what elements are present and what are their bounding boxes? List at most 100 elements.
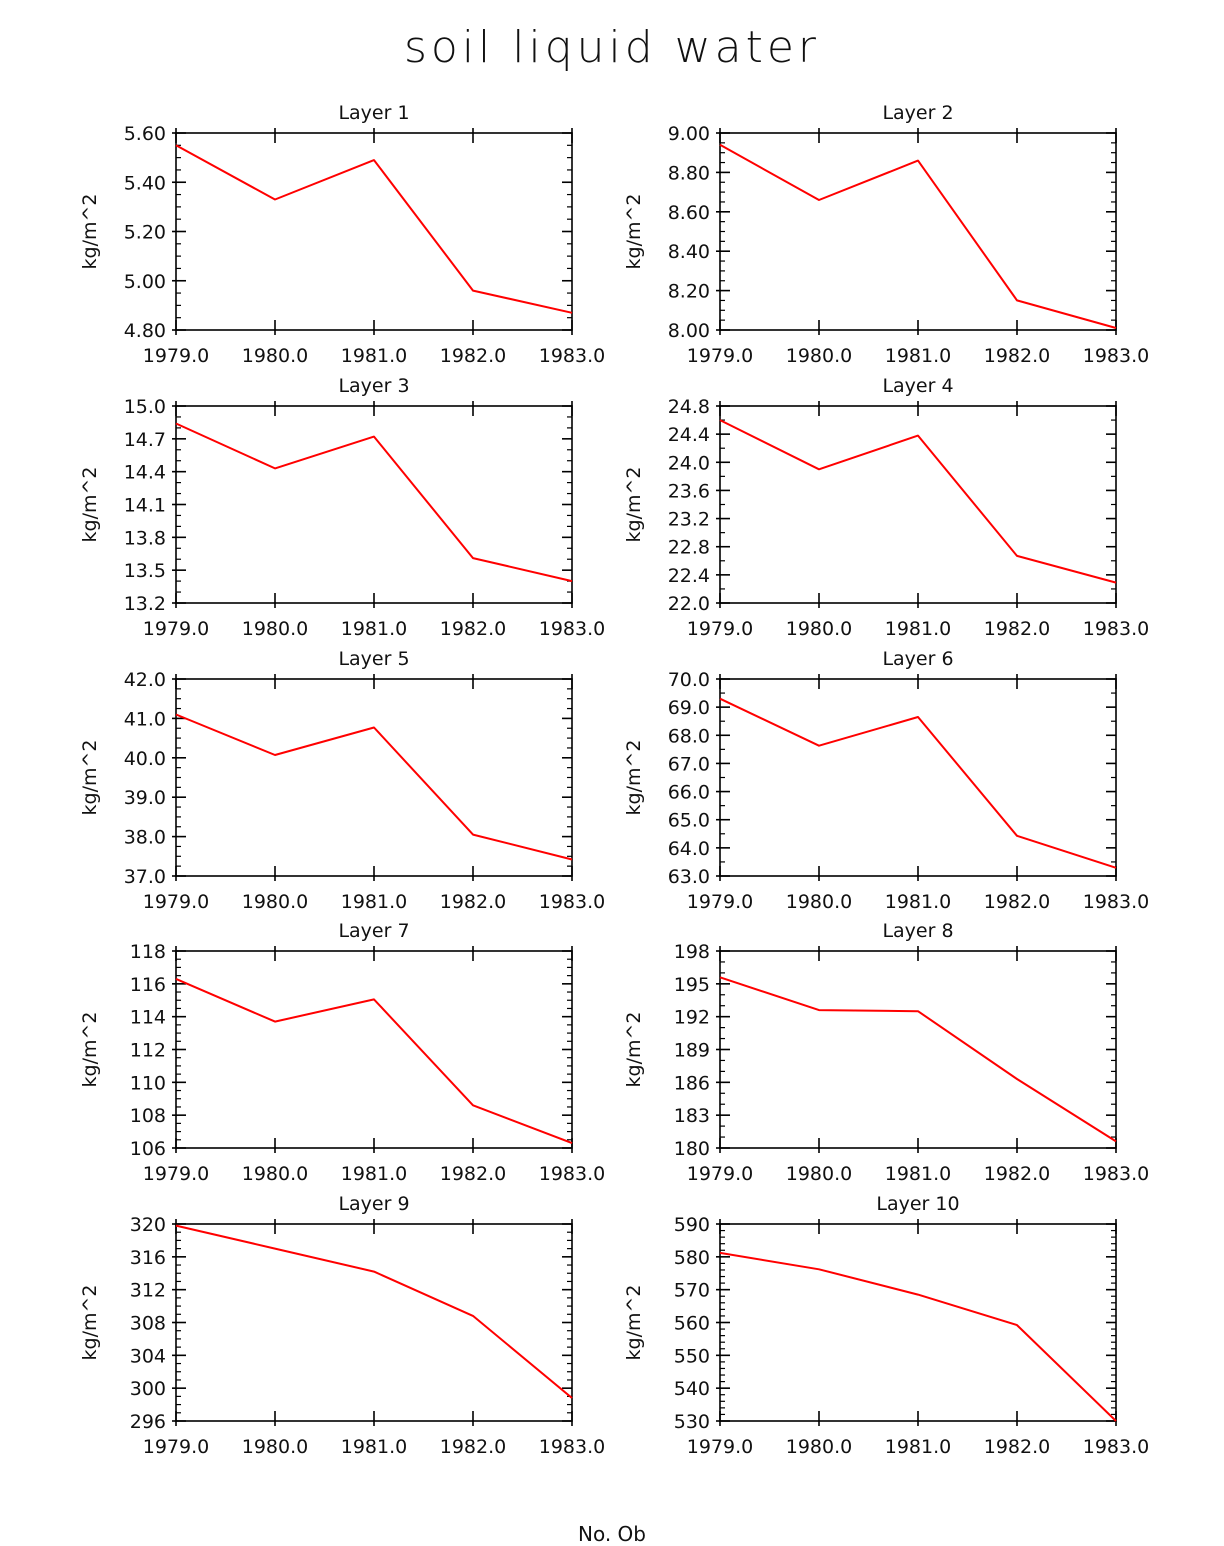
series-line-layer-1	[175, 144, 573, 314]
data-point	[373, 726, 375, 728]
y-tick-label: 42.0	[124, 669, 166, 691]
y-tick-label: 110	[130, 1072, 166, 1094]
data-point	[818, 1009, 820, 1011]
x-tick-label: 1980.0	[786, 1436, 852, 1458]
data-point	[1016, 299, 1018, 301]
y-tick-label: 570	[674, 1280, 710, 1302]
y-axis-label: kg/m^2	[623, 194, 645, 270]
data-point	[571, 858, 573, 860]
x-tick-label: 1982.0	[984, 345, 1050, 367]
y-tick-label: 320	[130, 1214, 166, 1236]
y-tick-label: 37.0	[124, 866, 166, 888]
x-tick-label: 1979.0	[143, 891, 209, 913]
chart-panel-layer-7: Layer 7 kg/m^2 106 108 110 112 114 116 118 1979.0…	[79, 920, 605, 1185]
panel-title: Layer 9	[338, 1193, 409, 1215]
chart-panel-layer-3: Layer 3 kg/m^2 13.2 13.5 13.8 14.1 14.4 14.7 15.…	[79, 375, 605, 640]
data-point	[1115, 1420, 1117, 1422]
chart-panel-layer-8: Layer 8 kg/m^2 180 183 186 189 192 195 198 1979.0…	[623, 920, 1149, 1185]
y-tick-label: 64.0	[668, 838, 710, 860]
y-tick-label: 560	[674, 1313, 710, 1335]
y-tick-label: 580	[674, 1247, 710, 1269]
x-tick-label: 1981.0	[885, 891, 951, 913]
data-point	[719, 419, 721, 421]
x-tick-label: 1979.0	[143, 1436, 209, 1458]
x-tick-label: 1979.0	[143, 618, 209, 640]
x-tick-label: 1980.0	[242, 345, 308, 367]
series-line-layer-9	[175, 1224, 573, 1399]
data-point	[472, 1315, 474, 1317]
data-point	[472, 1104, 474, 1106]
y-tick-label: 22.0	[668, 593, 710, 615]
y-tick-label: 69.0	[668, 697, 710, 719]
x-tick-label: 1980.0	[786, 345, 852, 367]
chart-panel-layer-1: Layer 1 kg/m^2 4.80 5.00 5.20 5.40 5.60 1979.0 1…	[79, 102, 605, 367]
data-point	[175, 978, 177, 980]
data-point	[373, 436, 375, 438]
y-tick-label: 118	[130, 941, 166, 963]
data-point	[1115, 1140, 1117, 1142]
panel-title: Layer 7	[338, 920, 409, 942]
data-point	[917, 1294, 919, 1296]
x-tick-label: 1980.0	[242, 1436, 308, 1458]
y-tick-label: 5.40	[124, 172, 166, 194]
y-tick-label: 65.0	[668, 810, 710, 832]
data-point	[1115, 327, 1117, 329]
x-tick-label: 1981.0	[341, 618, 407, 640]
data-point	[571, 1142, 573, 1144]
data-point	[719, 1252, 721, 1254]
x-tick-label: 1980.0	[786, 1163, 852, 1185]
x-tick-label: 1983.0	[539, 1436, 605, 1458]
x-tick-label: 1979.0	[687, 891, 753, 913]
y-tick-label: 8.00	[668, 320, 710, 342]
data-point	[472, 557, 474, 559]
data-point	[917, 160, 919, 162]
y-tick-label: 312	[130, 1280, 166, 1302]
x-tick-label: 1980.0	[242, 1163, 308, 1185]
data-point	[719, 698, 721, 700]
data-point	[373, 1271, 375, 1273]
y-tick-label: 106	[130, 1138, 166, 1160]
chart-panel-layer-2: Layer 2 kg/m^2 8.00 8.20 8.40 8.60 8.80 9.00 197…	[623, 102, 1149, 367]
x-tick-label: 1982.0	[440, 891, 506, 913]
y-tick-label: 67.0	[668, 753, 710, 775]
data-point	[274, 1248, 276, 1250]
data-point	[274, 467, 276, 469]
y-axis-label: kg/m^2	[79, 740, 101, 816]
series-line-layer-4	[719, 419, 1117, 584]
x-tick-label: 1982.0	[984, 618, 1050, 640]
y-tick-label: 24.4	[668, 424, 710, 446]
plot-frame	[175, 405, 573, 604]
y-tick-label: 5.00	[124, 271, 166, 293]
panel-title: Layer 3	[338, 375, 409, 397]
y-axis-label: kg/m^2	[79, 1285, 101, 1361]
y-tick-label: 68.0	[668, 725, 710, 747]
data-point	[274, 754, 276, 756]
x-tick-label: 1983.0	[539, 345, 605, 367]
data-point	[274, 198, 276, 200]
data-point	[373, 998, 375, 1000]
x-tick-label: 1982.0	[984, 1436, 1050, 1458]
data-point	[472, 290, 474, 292]
x-tick-label: 1979.0	[143, 345, 209, 367]
y-tick-label: 40.0	[124, 748, 166, 770]
data-point	[1016, 1078, 1018, 1080]
x-tick-label: 1981.0	[885, 1436, 951, 1458]
panel-title: Layer 8	[882, 920, 953, 942]
data-point	[274, 1021, 276, 1023]
x-tick-label: 1983.0	[1083, 891, 1149, 913]
data-point	[175, 713, 177, 715]
y-tick-label: 116	[130, 974, 166, 996]
x-tick-label: 1981.0	[341, 345, 407, 367]
y-tick-label: 22.8	[668, 537, 710, 559]
x-tick-label: 1983.0	[1083, 618, 1149, 640]
y-tick-label: 13.8	[124, 527, 166, 549]
y-tick-label: 5.20	[124, 222, 166, 244]
data-point	[571, 580, 573, 582]
x-tick-label: 1981.0	[885, 345, 951, 367]
x-tick-label: 1982.0	[440, 345, 506, 367]
y-tick-label: 183	[674, 1105, 710, 1127]
y-axis-label: kg/m^2	[79, 194, 101, 270]
y-tick-label: 9.00	[668, 123, 710, 145]
x-tick-label: 1982.0	[440, 1163, 506, 1185]
